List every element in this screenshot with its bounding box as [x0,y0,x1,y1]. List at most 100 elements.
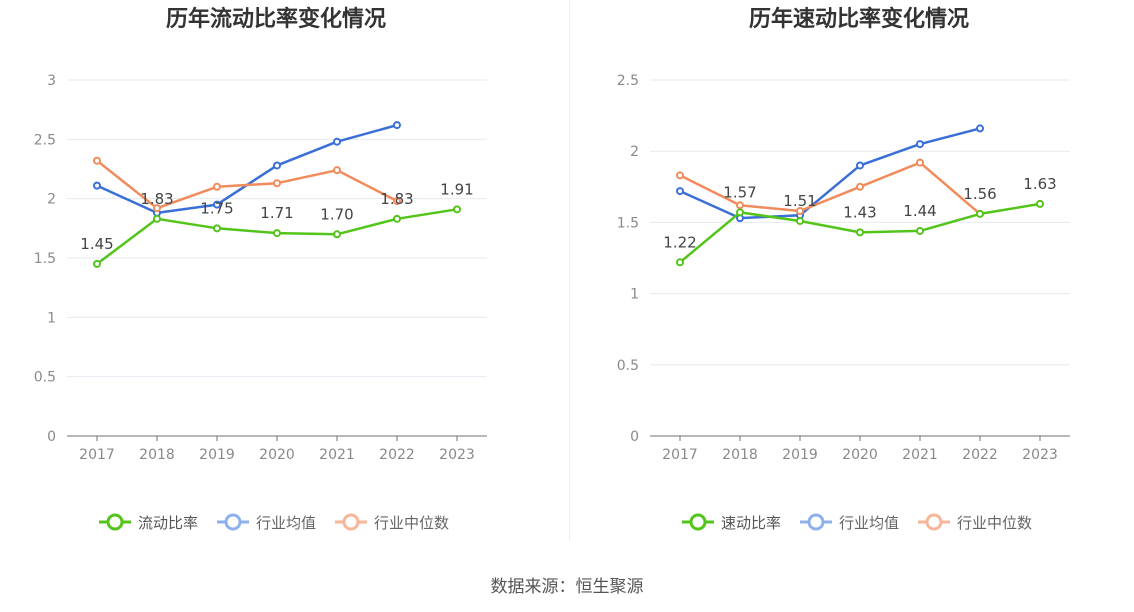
data-point [736,201,744,210]
x-tick-label: 2022 [962,447,998,463]
y-tick-label: 2 [630,144,639,160]
y-tick-label: 0 [47,429,56,445]
data-label: 1.56 [963,185,996,203]
data-point [796,216,804,225]
data-label: 1.91 [440,180,473,198]
y-tick-label: 1 [630,287,639,303]
data-label: 1.83 [140,190,173,208]
legend-label: 行业均值 [839,513,900,532]
chart-panel-1: 历年速动比率变化情况 0 0.5 1 1.5 2 2.5 2017 2018 2019 2020 20… [617,6,1070,463]
data-point [916,140,924,149]
data-point [273,229,281,238]
data-point [93,181,101,190]
data-point [93,259,101,268]
x-tick-label: 2023 [1022,447,1058,463]
data-point [916,226,924,235]
x-tick-label: 2022 [379,447,415,463]
data-label: 1.70 [320,205,353,223]
data-point [333,137,341,146]
data-point [676,187,684,196]
chart-panel-0: 历年流动比率变化情况 0 0.5 1 1.5 2 2.5 3 2017 2018 2019 2020 2… [34,6,487,463]
data-point [393,197,401,206]
legend-quick-ratio: 速动比率 行业均值 行业中位数 [681,510,1050,534]
data-point [213,224,221,233]
series-line-2 [679,161,981,215]
data-point [1036,199,1044,208]
data-point [736,208,744,217]
legend-label: 行业中位数 [957,513,1033,532]
legend-line-marker-icon [682,513,714,531]
data-label: 1.45 [80,235,113,253]
data-point [856,161,864,170]
data-label: 1.51 [783,192,816,210]
data-point [856,228,864,237]
legend-item-industry-median[interactable]: 行业中位数 [917,510,1032,534]
data-point [393,121,401,130]
legend-label: 行业中位数 [374,513,450,532]
legend-item-industry-average[interactable]: 行业均值 [216,510,316,534]
data-point [976,124,984,133]
data-point [333,166,341,175]
x-tick-label: 2021 [319,447,355,463]
data-label: 1.44 [903,202,936,220]
x-tick-label: 2017 [662,447,698,463]
legend-line-marker-icon [99,513,131,531]
data-label: 1.22 [663,233,696,251]
legend-item-current-ratio[interactable]: 流动比率 [98,510,198,534]
series-line-2 [96,159,398,210]
data-point [676,171,684,180]
legend-line-marker-icon [918,513,951,531]
data-label: 1.71 [260,204,293,222]
legend-line-marker-icon [335,513,368,531]
data-point [796,207,804,216]
legend-current-ratio: 流动比率 行业均值 行业中位数 [98,510,467,534]
legend-label: 速动比率 [721,513,782,532]
data-point [213,200,221,209]
data-label: 1.57 [723,183,756,201]
x-tick-label: 2020 [259,447,295,463]
data-label: 1.83 [380,190,413,208]
y-tick-label: 1 [47,310,56,326]
data-point [213,182,221,191]
data-source-note: 数据来源：恒生聚源 [490,577,644,597]
data-label: 1.75 [200,199,233,217]
data-point [676,258,684,267]
series-line-1 [679,127,981,220]
data-point [273,179,281,188]
y-tick-label: 0.5 [34,370,56,386]
data-point [453,205,461,214]
legend-line-marker-icon [800,513,833,531]
legend-item-industry-average[interactable]: 行业均值 [799,510,899,534]
legend-item-quick-ratio[interactable]: 速动比率 [681,510,781,534]
y-tick-label: 0 [630,429,639,445]
data-point [333,230,341,239]
x-tick-label: 2017 [79,447,115,463]
legend-item-industry-median[interactable]: 行业中位数 [334,510,449,534]
legend-line-marker-icon [217,513,250,531]
data-label: 1.63 [1023,175,1056,193]
data-point [153,214,161,223]
data-label: 1.43 [843,203,876,221]
y-tick-label: 2 [47,192,56,208]
y-tick-label: 2.5 [617,73,639,89]
x-tick-label: 2021 [902,447,938,463]
x-tick-label: 2020 [842,447,878,463]
data-point [976,209,984,218]
data-point [93,156,101,165]
x-tick-label: 2018 [722,447,758,463]
chart-title: 历年流动比率变化情况 [166,6,386,32]
data-point [393,214,401,223]
x-tick-label: 2023 [439,447,475,463]
data-point [856,182,864,191]
data-point [916,158,924,167]
data-point [273,161,281,170]
y-tick-label: 0.5 [617,358,639,374]
x-tick-label: 2019 [199,447,235,463]
chart-title: 历年速动比率变化情况 [749,6,969,32]
x-tick-label: 2018 [139,447,175,463]
legend-label: 行业均值 [256,513,317,532]
y-tick-label: 3 [47,73,56,89]
y-tick-label: 2.5 [34,132,56,148]
legend-label: 流动比率 [138,513,199,532]
